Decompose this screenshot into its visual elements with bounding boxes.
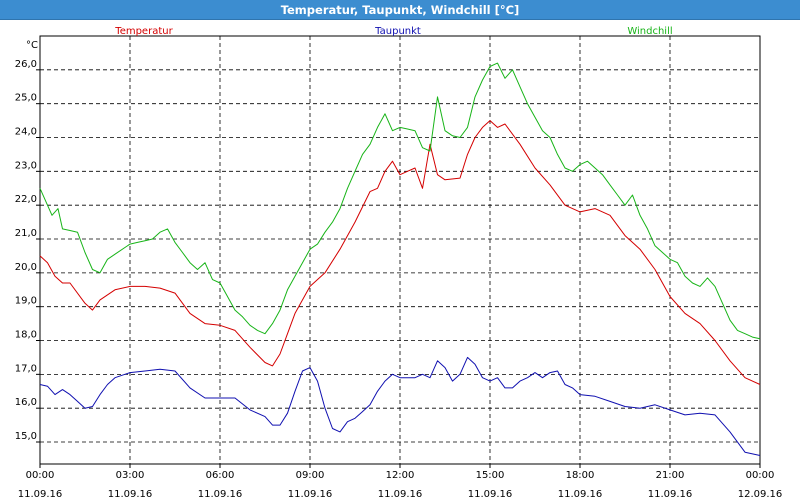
y-tick-label: 23,0 <box>15 160 37 171</box>
x-tick-date-label: 11.09.16 <box>288 489 333 500</box>
temperature-line-chart: 15,0 16,0 17,0 18,0 19,0 20,0 21,0 22,0 23,0 24,0… <box>15 26 783 500</box>
y-tick-label: 19,0 <box>15 296 37 307</box>
series-line-temperatur <box>39 120 761 385</box>
y-tick-label: 20,0 <box>15 262 37 273</box>
x-tick-date-label: 11.09.16 <box>558 489 603 500</box>
x-tick-time-label: 18:00 <box>566 470 595 481</box>
y-tick-label: 25,0 <box>15 93 37 104</box>
series-line-windchill <box>39 62 761 340</box>
x-tick-time-label: 00:00 <box>26 470 55 481</box>
x-tick-time-label: 12:00 <box>386 470 415 481</box>
x-axis-ticks: 00:00 11.09.16 03:00 11.09.16 06:00 11.09.16 0… <box>18 464 783 500</box>
y-axis-label: °C <box>26 40 38 51</box>
chart-area: 15,0 16,0 17,0 18,0 19,0 20,0 21,0 22,0 23,0 24,0… <box>0 20 800 500</box>
window-title: Temperatur, Taupunkt, Windchill [°C] <box>0 0 800 20</box>
series-lines <box>39 62 761 456</box>
y-tick-label: 16,0 <box>15 397 37 408</box>
x-tick-date-label: 11.09.16 <box>198 489 243 500</box>
y-tick-label: 24,0 <box>15 127 37 138</box>
x-tick-time-label: 06:00 <box>206 470 235 481</box>
grid <box>40 36 760 464</box>
legend-item-windchill: Windchill <box>627 26 672 37</box>
legend: Temperatur Taupunkt Windchill <box>114 26 672 37</box>
x-tick-time-label: 09:00 <box>296 470 325 481</box>
y-tick-label: 22,0 <box>15 194 37 205</box>
y-tick-label: 15,0 <box>15 431 37 442</box>
x-tick-time-label: 15:00 <box>476 470 505 481</box>
x-tick-time-label: 00:00 <box>746 470 775 481</box>
legend-item-temperatur: Temperatur <box>114 26 173 37</box>
x-tick-time-label: 03:00 <box>116 470 145 481</box>
y-tick-label: 21,0 <box>15 228 37 239</box>
y-axis-ticks: 15,0 16,0 17,0 18,0 19,0 20,0 21,0 22,0 23,0 24,0… <box>15 59 40 443</box>
legend-item-taupunkt: Taupunkt <box>374 26 421 37</box>
y-tick-label: 26,0 <box>15 59 37 70</box>
x-tick-date-label: 11.09.16 <box>108 489 153 500</box>
x-tick-date-label: 11.09.16 <box>18 489 63 500</box>
series-line-taupunkt <box>39 356 761 456</box>
x-tick-date-label: 11.09.16 <box>378 489 423 500</box>
x-tick-date-label: 11.09.16 <box>648 489 693 500</box>
x-tick-date-label: 11.09.16 <box>468 489 513 500</box>
y-tick-label: 18,0 <box>15 330 37 341</box>
x-tick-date-label: 12.09.16 <box>738 489 783 500</box>
x-tick-time-label: 21:00 <box>656 470 685 481</box>
y-tick-label: 17,0 <box>15 363 37 374</box>
